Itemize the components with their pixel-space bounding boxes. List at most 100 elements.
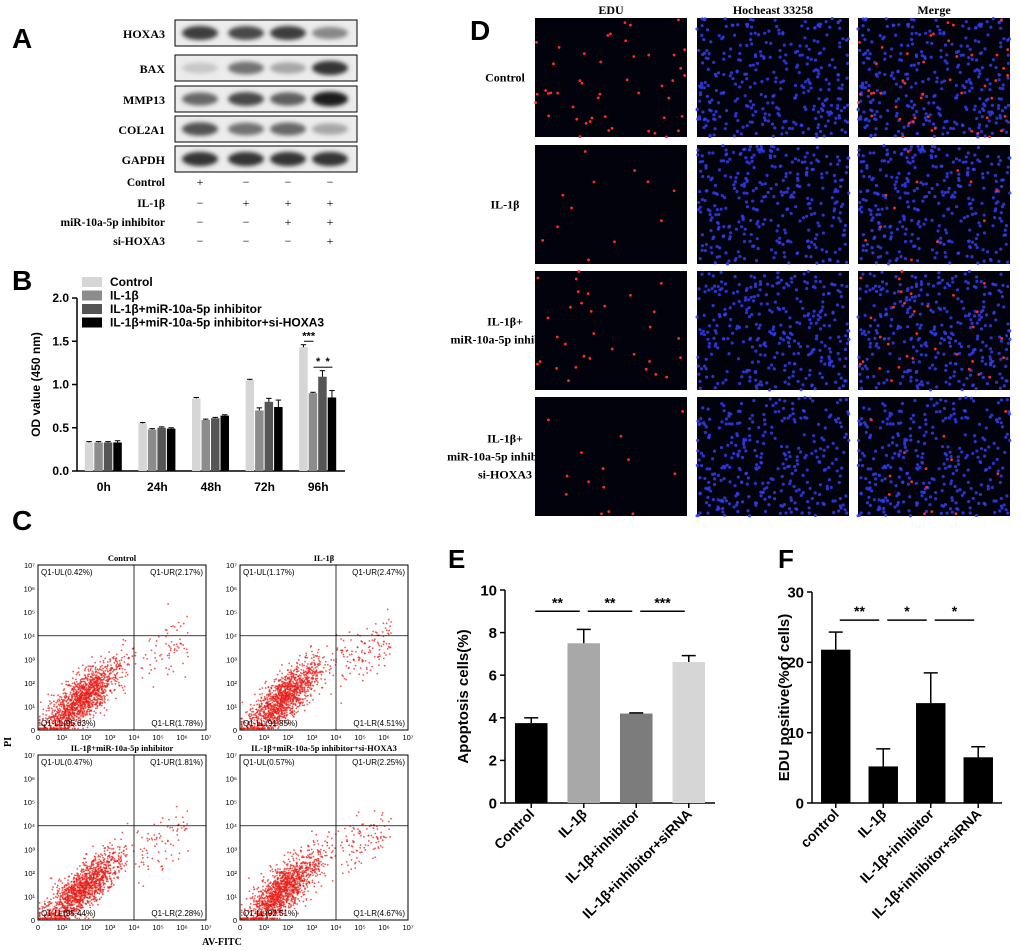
flow-dot [77,686,80,688]
flow-dot [309,686,311,689]
flow-dot [315,655,318,657]
flow-dot [77,717,80,720]
flow-dot [97,855,100,858]
flow-dot [92,860,95,863]
flow-dot [73,876,75,879]
flow-dot [87,701,90,704]
flow-dot [90,683,92,686]
flow-x-tick-label: 10⁵ [354,733,365,742]
flow-dot [60,895,63,897]
flow-dot [313,656,315,659]
flow-dot [154,845,156,848]
flow-dot [98,858,101,861]
flow-dot [297,686,300,689]
flow-dot [85,853,88,855]
flow-x-tick-label: 10¹ [57,923,68,932]
flow-dot [290,665,293,668]
flow-dot [170,854,173,856]
flow-dot [317,657,320,660]
flow-dot [121,667,124,670]
flow-dot [281,698,284,701]
flow-dot [87,678,89,681]
flow-dot [72,709,75,712]
flow-dot [350,639,352,641]
flow-plot-title: IL-1β [314,553,335,563]
flow-dot [297,710,299,713]
flow-dot [292,691,294,693]
flow-dot [183,647,186,650]
flow-dot [94,855,96,858]
flow-dot [121,656,123,659]
flow-dot [92,845,94,848]
panel-b-legend-swatch [82,304,102,314]
flow-dot [343,655,345,658]
flow-dot [93,710,96,713]
flow-dot [112,847,115,850]
flow-dot [363,652,366,655]
flow-dot [178,852,181,855]
flow-dot [63,705,65,708]
flow-dot [74,707,77,709]
flow-dot [361,679,364,682]
flow-dot [96,884,98,887]
flow-dot [73,874,76,877]
flow-dot [88,689,91,691]
flow-dot [65,887,68,890]
flow-dot [261,687,264,689]
flow-dot [106,665,109,668]
flow-dot [99,866,102,868]
flow-x-tick-label: 10¹ [259,733,270,742]
flow-dot [56,699,59,702]
flow-dot [331,652,334,655]
flow-dot [75,701,78,703]
flow-dot [345,678,348,681]
flow-dot [278,694,281,697]
flow-dot [368,640,371,642]
flow-dot [278,670,281,672]
flow-dot [149,638,151,640]
flow-dot [346,660,349,663]
flow-quadrant-ur: Q1-UR(1.81%) [150,758,203,767]
flow-dot [82,716,84,718]
flow-dot [111,852,114,855]
flow-dot [81,705,84,708]
flow-dot [373,810,376,812]
flow-dot [158,860,160,863]
flow-dot [81,899,84,902]
flow-y-tick-label: 10³ [24,655,35,664]
flow-dot [83,685,86,688]
blot-band [270,151,306,167]
flow-dot [387,633,390,636]
flow-dot [106,661,109,663]
flow-dot [58,699,61,702]
flow-dot [140,861,143,864]
panel-letter-f: F [778,544,794,574]
flow-dot [55,904,58,906]
flow-dot [269,695,272,698]
flow-dot [101,702,103,705]
flow-dot [165,629,168,632]
flow-dot [288,662,291,665]
flow-dot [118,846,121,849]
flow-dot [75,680,78,683]
flow-dot [186,632,189,634]
panel-b-bar [84,442,94,471]
flow-dot [102,677,105,680]
flow-dot [254,693,256,696]
flow-dot [92,689,95,692]
flow-dot [54,709,57,712]
flow-dot [84,676,87,679]
flow-dot [74,720,77,722]
flow-dot [304,676,306,678]
flow-dot [119,856,122,859]
flow-dot [105,867,108,869]
flow-dot [82,692,85,695]
flow-dot [312,698,314,701]
flow-dot [147,865,150,868]
flow-dot [353,667,355,670]
flow-dot [120,855,123,858]
flow-dot [381,631,384,633]
flow-dot [78,690,81,693]
flow-dot [273,693,276,696]
flow-dot [185,827,188,830]
